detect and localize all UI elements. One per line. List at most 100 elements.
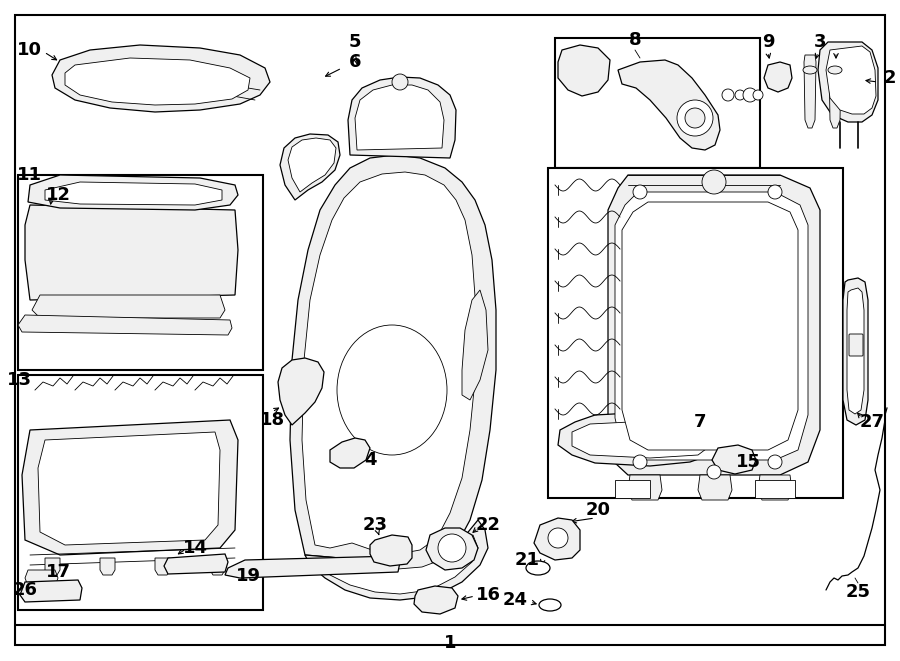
Circle shape (743, 88, 757, 102)
Polygon shape (22, 420, 238, 555)
Ellipse shape (539, 599, 561, 611)
Circle shape (768, 455, 782, 469)
Polygon shape (305, 520, 488, 600)
Text: 24: 24 (503, 591, 528, 609)
Text: 17: 17 (46, 563, 70, 581)
Polygon shape (829, 55, 841, 128)
Text: 25: 25 (845, 583, 870, 601)
Text: 23: 23 (363, 516, 388, 534)
Polygon shape (38, 432, 220, 545)
Text: 5: 5 (349, 33, 361, 51)
Polygon shape (712, 445, 756, 474)
Bar (18, 375, 263, 610)
Text: 2: 2 (884, 69, 896, 87)
Circle shape (735, 90, 745, 100)
Polygon shape (348, 77, 456, 158)
Circle shape (768, 185, 782, 199)
Polygon shape (164, 554, 228, 574)
Text: 8: 8 (629, 31, 642, 49)
Ellipse shape (803, 66, 817, 74)
Polygon shape (52, 45, 270, 112)
Circle shape (753, 90, 763, 100)
Polygon shape (28, 175, 238, 210)
Polygon shape (210, 558, 225, 575)
Polygon shape (225, 556, 400, 578)
Polygon shape (45, 558, 60, 575)
Polygon shape (618, 60, 720, 150)
Text: 20: 20 (586, 501, 610, 519)
Polygon shape (45, 182, 222, 205)
FancyBboxPatch shape (849, 334, 863, 356)
Polygon shape (843, 278, 868, 425)
Polygon shape (290, 155, 496, 572)
Polygon shape (18, 315, 232, 335)
Polygon shape (622, 202, 798, 450)
Circle shape (392, 74, 408, 90)
Circle shape (702, 170, 726, 194)
Circle shape (685, 108, 705, 128)
Polygon shape (302, 172, 476, 554)
Circle shape (548, 528, 568, 548)
Polygon shape (558, 412, 720, 466)
Polygon shape (32, 295, 225, 318)
Circle shape (633, 455, 647, 469)
Polygon shape (370, 535, 412, 566)
Text: 15: 15 (735, 453, 760, 471)
Text: 18: 18 (259, 411, 284, 429)
Polygon shape (288, 138, 336, 192)
Polygon shape (330, 438, 370, 468)
Polygon shape (355, 85, 444, 150)
Text: 21: 21 (515, 551, 540, 569)
Polygon shape (628, 475, 662, 500)
Text: 3: 3 (814, 33, 826, 51)
Circle shape (438, 534, 466, 562)
Text: 16: 16 (475, 586, 500, 604)
Text: 6: 6 (349, 53, 361, 71)
Polygon shape (764, 62, 792, 92)
Polygon shape (698, 475, 732, 500)
Text: 11: 11 (17, 166, 42, 184)
Text: 14: 14 (183, 539, 208, 557)
Polygon shape (534, 518, 580, 560)
Bar (548, 168, 843, 498)
Polygon shape (20, 580, 82, 602)
Polygon shape (318, 535, 478, 594)
Polygon shape (615, 192, 808, 460)
Text: 9: 9 (761, 33, 774, 51)
Polygon shape (818, 42, 878, 122)
Polygon shape (558, 45, 610, 96)
Text: 12: 12 (46, 186, 70, 204)
Bar (555, 38, 760, 168)
Polygon shape (608, 175, 820, 475)
Ellipse shape (337, 325, 447, 455)
Text: 26: 26 (13, 581, 38, 599)
Text: 10: 10 (17, 41, 42, 59)
Polygon shape (462, 290, 488, 400)
Circle shape (707, 175, 721, 189)
Polygon shape (804, 55, 816, 128)
Polygon shape (25, 205, 238, 300)
Circle shape (633, 185, 647, 199)
Polygon shape (847, 288, 864, 414)
Polygon shape (100, 558, 115, 575)
Text: 7: 7 (694, 413, 706, 431)
Bar (18, 175, 263, 370)
Polygon shape (414, 586, 458, 614)
Text: 1: 1 (444, 634, 456, 652)
Ellipse shape (526, 561, 550, 575)
Polygon shape (615, 480, 650, 498)
Ellipse shape (828, 66, 842, 74)
Polygon shape (826, 46, 876, 114)
Polygon shape (758, 475, 792, 500)
Circle shape (677, 100, 713, 136)
Text: 22: 22 (475, 516, 500, 534)
Polygon shape (25, 570, 58, 586)
Polygon shape (155, 558, 170, 575)
Text: 13: 13 (7, 371, 32, 389)
Polygon shape (572, 421, 712, 458)
Text: 27: 27 (860, 413, 885, 431)
Text: 4: 4 (364, 451, 376, 469)
Polygon shape (426, 528, 478, 570)
Polygon shape (65, 58, 250, 105)
Circle shape (707, 465, 721, 479)
